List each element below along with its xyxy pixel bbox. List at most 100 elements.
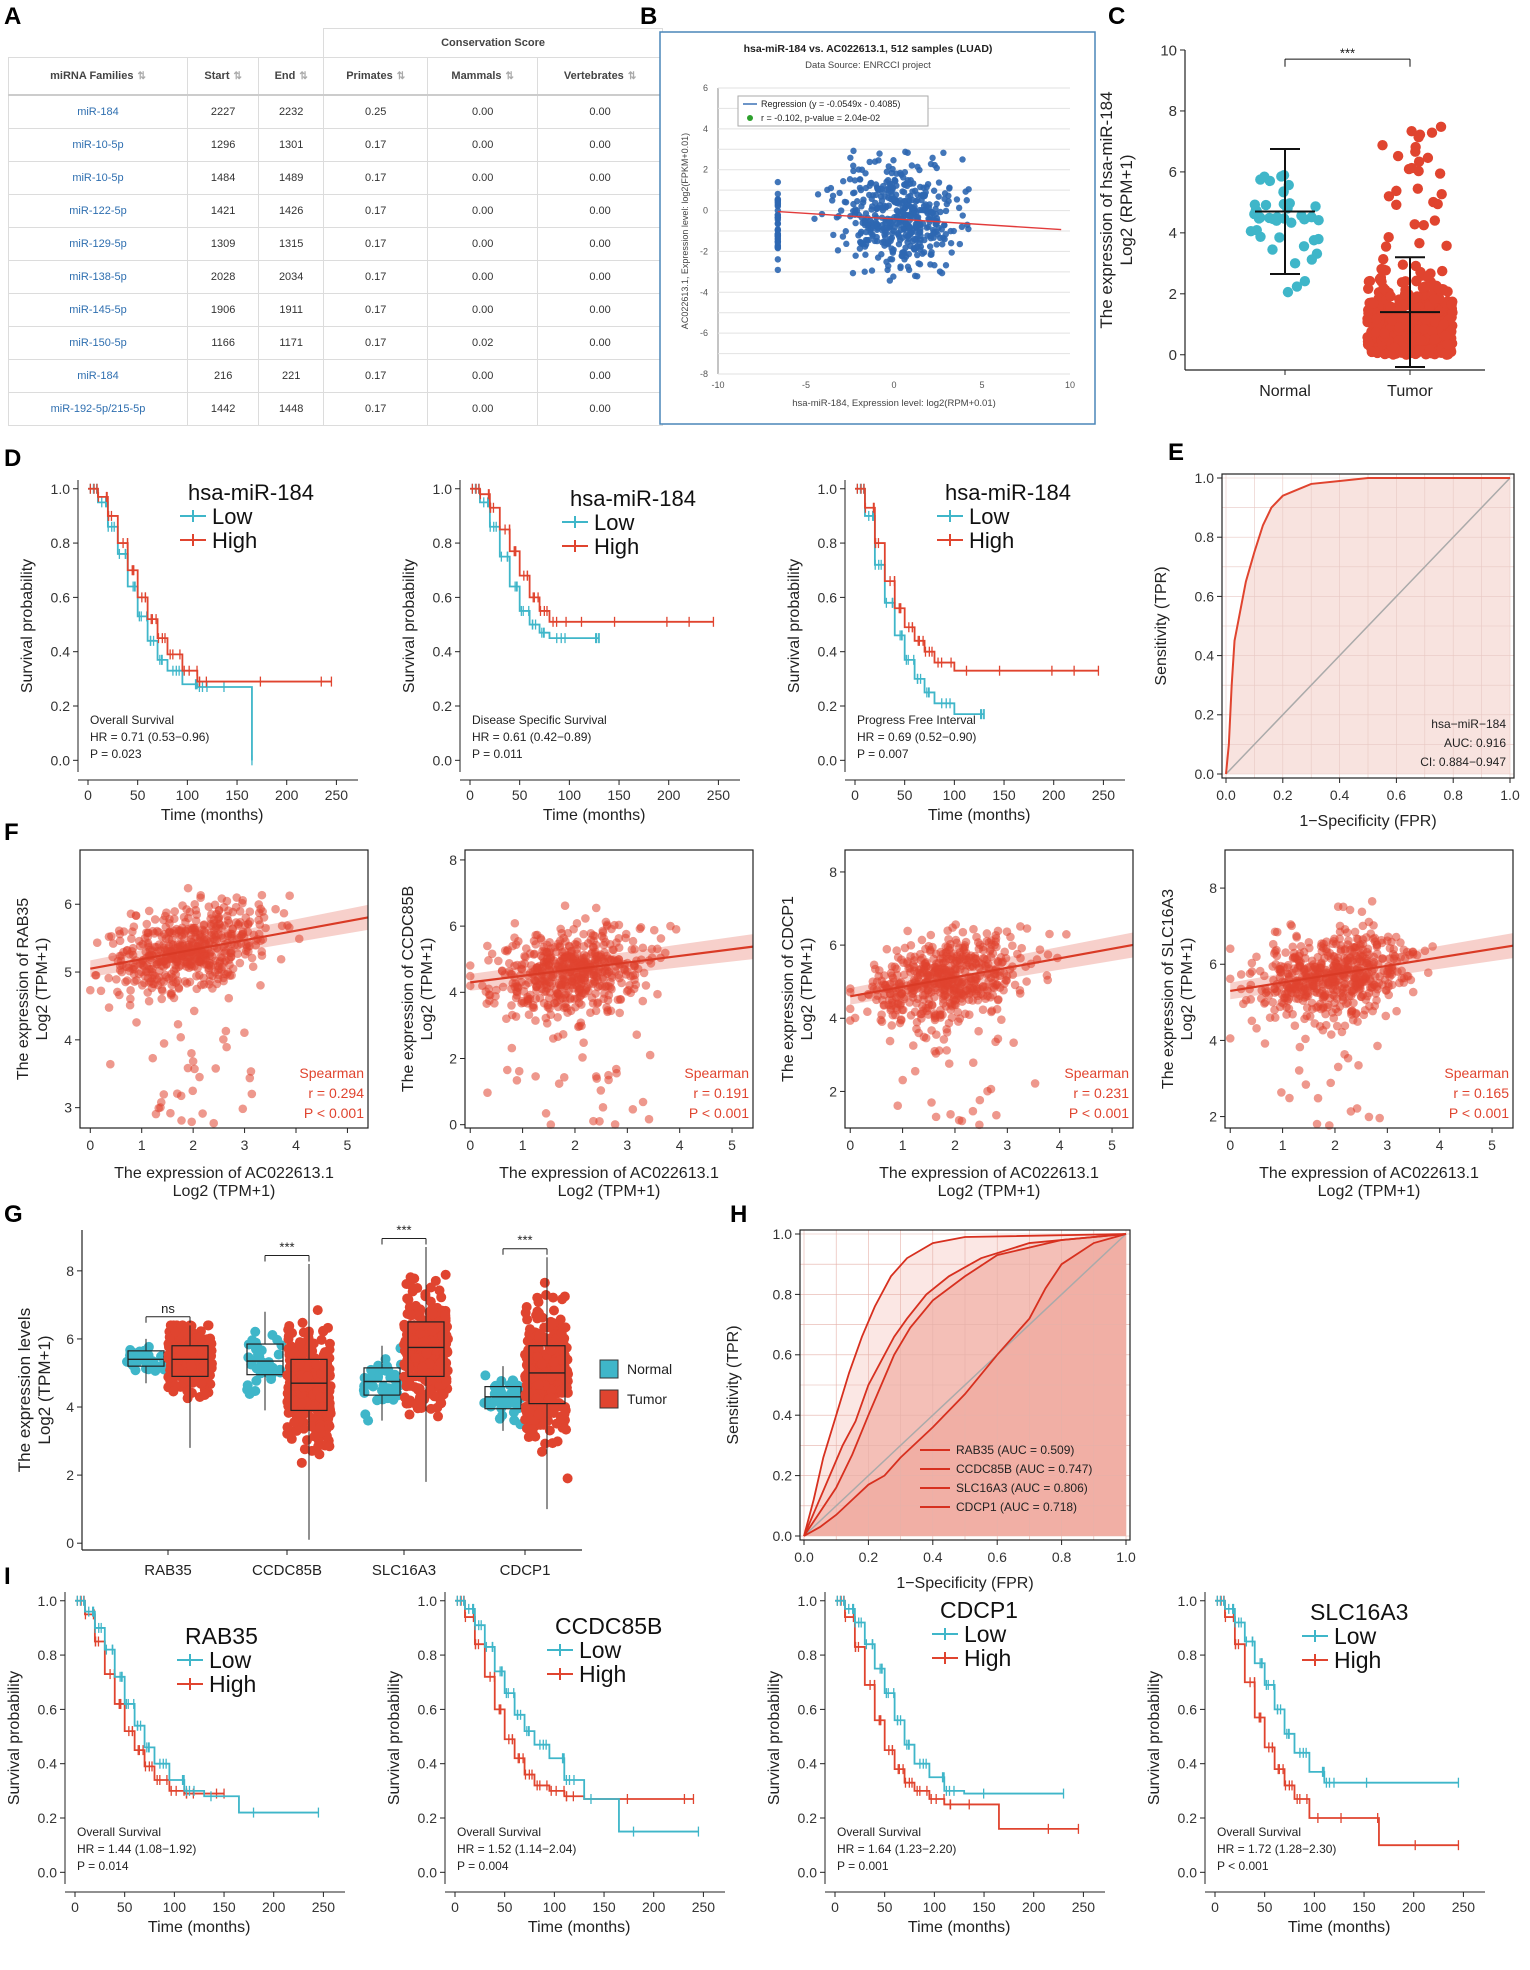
mirna-family-link[interactable]: miR-184	[8, 359, 188, 393]
sort-icon[interactable]: ⇅	[299, 71, 308, 82]
axis-label: The expression of RAB35	[15, 898, 32, 1080]
scatter-point	[192, 910, 202, 919]
scatter-point	[195, 1072, 204, 1082]
scatter-point	[614, 920, 624, 930]
x-tick-label: 3	[1003, 1137, 1011, 1153]
scatter-point	[774, 198, 782, 206]
tumor-point	[1438, 318, 1449, 330]
scatter-point	[946, 1000, 956, 1009]
scatter-point	[1277, 1088, 1286, 1097]
scatter-point	[893, 170, 900, 177]
x-tick-label: 150	[592, 1899, 616, 1915]
scatter-point	[1287, 921, 1296, 931]
mirna-family-link[interactable]: miR-122-5p	[8, 194, 188, 228]
tumor-point	[1406, 332, 1417, 343]
x-tick-label: RAB35	[144, 1562, 192, 1579]
scatter-point	[531, 1072, 540, 1081]
column-header[interactable]: Vertebrates ⇅	[537, 57, 663, 96]
sort-icon[interactable]: ⇅	[137, 71, 146, 82]
scatter-point	[774, 256, 782, 263]
scatter-point	[177, 923, 187, 933]
scatter-point	[579, 941, 589, 951]
annotation-text: P < 0.001	[304, 1105, 364, 1121]
y-tick-label: 6	[703, 83, 708, 93]
scatter-point	[579, 1038, 588, 1047]
table-cell: 0.00	[537, 293, 663, 327]
km-plot-D1: 0.0 0.2 0.4 0.6 0.8 1.0 0 50 100 150 200 250 Time (m…	[19, 480, 358, 824]
tumor-point	[1410, 260, 1422, 272]
scatter-point	[890, 157, 897, 164]
x-tick-label: 10	[1065, 380, 1075, 390]
y-tick-label: 6	[829, 937, 837, 953]
scatter-point	[862, 251, 869, 258]
sort-icon[interactable]: ⇅	[627, 71, 637, 82]
mirna-family-link[interactable]: miR-10-5p	[8, 161, 188, 195]
tumor-point	[1418, 308, 1430, 319]
axis-label: The expression of CDCP1	[780, 896, 797, 1082]
annotation-text: P < 0.001	[689, 1105, 749, 1121]
scatter-point	[885, 218, 893, 226]
scatter-point	[1360, 1005, 1370, 1015]
y-tick-label: 3	[64, 1100, 72, 1116]
scatter-point	[850, 162, 857, 169]
legend-label-high: High	[579, 1661, 626, 1687]
tumor-point	[1395, 346, 1407, 357]
scatter-point	[845, 1016, 855, 1025]
mirna-family-link[interactable]: miR-192-5p/215-5p	[8, 392, 188, 426]
scatter-point	[1367, 896, 1377, 906]
y-tick-label: 0	[703, 206, 708, 216]
scatter-point	[923, 1003, 933, 1013]
scatter-point	[845, 1004, 855, 1014]
scatter-point	[959, 212, 966, 219]
sort-icon[interactable]: ⇅	[396, 71, 406, 82]
scatter-point	[160, 911, 170, 921]
y-tick-label: 0.6	[1178, 1701, 1198, 1717]
mirna-family-link[interactable]: miR-184	[8, 94, 188, 129]
x-axis-label: 1−Specificity (FPR)	[1299, 813, 1436, 830]
tumor-point	[183, 1375, 194, 1386]
scatter-point	[507, 1010, 517, 1020]
scatter-point	[903, 220, 910, 227]
scatter-point	[206, 927, 216, 937]
table-cell: 0.00	[427, 293, 539, 327]
x-tick-label: 50	[117, 1899, 133, 1915]
column-header[interactable]: Mammals ⇅	[427, 57, 539, 96]
panel-label-e: E	[1168, 439, 1184, 466]
column-header[interactable]: Primates ⇅	[323, 57, 429, 96]
scatter-point	[858, 228, 865, 235]
scatter-point	[883, 168, 891, 175]
x-tick-label: 250	[1452, 1899, 1476, 1915]
sort-icon[interactable]: ⇅	[233, 71, 242, 82]
scatter-point	[635, 924, 645, 934]
tumor-point	[186, 1387, 197, 1398]
x-tick-label: 1	[899, 1137, 907, 1153]
scatter-point	[858, 203, 865, 210]
scatter-point	[951, 956, 961, 966]
scatter-point	[107, 931, 116, 941]
scatter-point	[947, 227, 954, 235]
scatter-point	[632, 1030, 642, 1040]
scatter-point	[874, 204, 881, 212]
scatter-point	[987, 1007, 996, 1017]
scatter-point	[906, 952, 915, 961]
scatter-point	[774, 231, 782, 239]
table-cell: 0.17	[323, 260, 429, 294]
annotation-text: r = 0.231	[1073, 1085, 1129, 1101]
tumor-point	[1434, 168, 1446, 179]
x-tick-label: 4	[292, 1137, 300, 1153]
column-header[interactable]: Start ⇅	[186, 57, 260, 96]
y-tick-label: 0.8	[38, 1647, 58, 1663]
normal-point	[1308, 235, 1320, 246]
scatter-point	[944, 1059, 954, 1068]
scatter-point	[166, 1108, 175, 1118]
annotation-text: Overall Survival	[77, 1825, 161, 1839]
scatter-point	[918, 196, 925, 204]
scatter-point	[931, 1112, 941, 1122]
scatter-point	[893, 207, 901, 214]
scatter-point	[240, 950, 250, 959]
mirna-family-link[interactable]: miR-150-5p	[8, 326, 188, 360]
sort-icon[interactable]: ⇅	[505, 71, 514, 82]
scatter-point	[885, 262, 892, 270]
column-header[interactable]: miRNA Families ⇅	[8, 57, 188, 96]
normal-point	[1306, 211, 1317, 223]
